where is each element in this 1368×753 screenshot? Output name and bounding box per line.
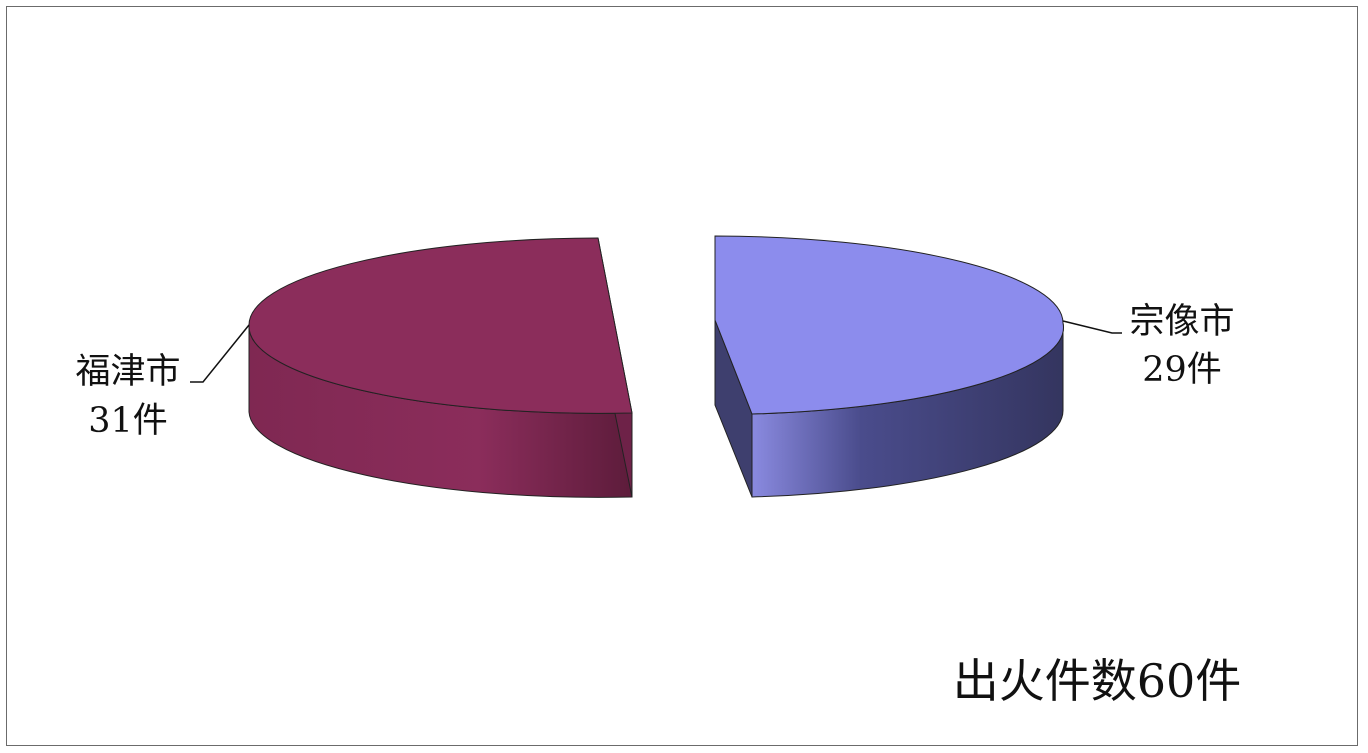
- pie-slice-fukutsu-top: [248, 237, 633, 414]
- data-label-munakata-value: 29件: [1142, 350, 1222, 390]
- leader-line-munakata: [1062, 320, 1122, 334]
- data-label-fukutsu-value: 31件: [88, 401, 168, 441]
- data-label-fukutsu-name: 福津市: [75, 352, 180, 392]
- pie-slice-munakata-top: [714, 235, 1064, 415]
- data-label-munakata-name: 宗像市: [1129, 302, 1234, 342]
- chart-frame: [6, 6, 1358, 746]
- total-annotation: 出火件数60件: [953, 654, 1242, 708]
- pie-slice-fukutsu: [248, 237, 633, 498]
- pie-slice-munakata: [714, 235, 1064, 498]
- leader-line-fukutsu: [190, 324, 250, 383]
